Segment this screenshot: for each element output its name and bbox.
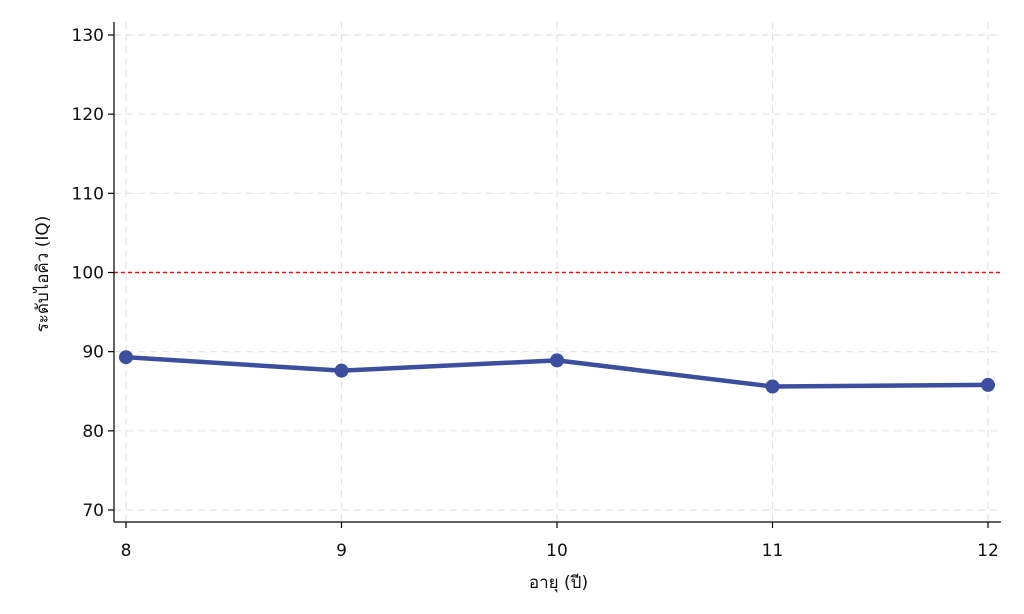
- y-tick-label: 80: [82, 422, 104, 442]
- y-tick-label: 90: [82, 343, 104, 363]
- tick-labels: 70 80 90 100 110 120 130 8 9 10 11 12: [72, 26, 999, 561]
- y-tick-label: 120: [72, 105, 104, 125]
- data-point: [981, 377, 995, 392]
- y-tick-label: 130: [72, 26, 104, 46]
- axes: [108, 22, 1001, 528]
- x-tick-label: 8: [121, 541, 132, 561]
- y-axis-title: ระดับไอคิว (IQ): [32, 216, 53, 333]
- y-tick-label: 70: [82, 501, 104, 521]
- data-point: [119, 350, 133, 365]
- y-tick-label: 100: [72, 264, 104, 284]
- series-group: [119, 350, 995, 394]
- y-tick-label: 110: [72, 184, 104, 204]
- x-tick-label: 11: [762, 541, 784, 561]
- x-tick-label: 9: [336, 541, 347, 561]
- data-point: [334, 363, 349, 378]
- data-point: [765, 379, 780, 394]
- x-tick-label: 10: [546, 541, 568, 561]
- data-point: [550, 353, 564, 368]
- x-axis-title: อายุ (ปี): [529, 573, 588, 593]
- x-tick-label: 12: [977, 541, 999, 561]
